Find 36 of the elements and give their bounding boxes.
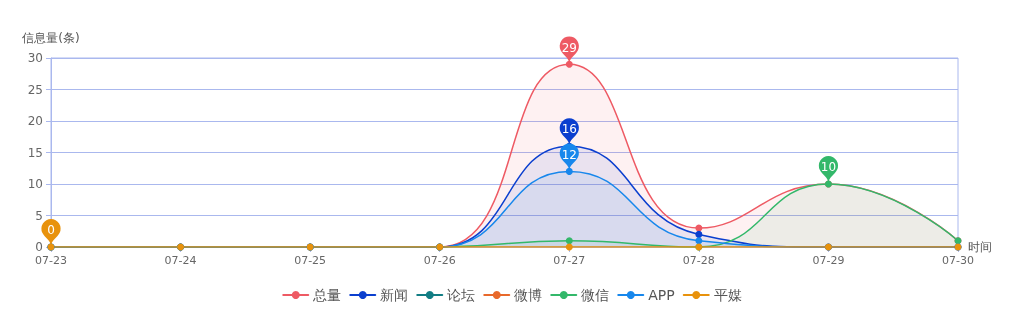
x-tick-label: 07-29 [812,254,845,267]
legend-label: 新闻 [380,287,409,303]
x-axis-title: 时间 [968,240,992,254]
point [565,237,573,245]
legend-label: 平媒 [713,287,742,303]
annotation: 0 [47,223,55,238]
y-tick-label: 25 [27,82,43,97]
y-tick-label: 20 [27,114,43,128]
x-tick-label: 07-28 [682,254,715,267]
point [565,167,573,175]
y-tick-label: 10 [27,177,43,191]
y-tick-label: 5 [35,208,43,223]
x-tick-label: 07-26 [423,254,456,267]
annotation: 12 [561,147,577,162]
point [695,230,703,238]
point [695,224,703,232]
annotation: 29 [561,40,577,55]
point [565,243,573,251]
legend-label: APP [648,287,675,303]
y-tick-label: 30 [27,51,43,65]
legend-label: 论坛 [447,287,476,303]
annotation: 16 [561,122,577,137]
legend-label: 微博 [514,287,543,303]
legend-label: 微信 [581,287,610,303]
legend-label: 总量 [312,287,342,303]
x-tick-label: 07-23 [35,254,67,267]
point [695,237,703,245]
x-tick-label: 07-25 [294,254,327,267]
x-tick-label: 07-24 [164,254,197,267]
point [565,60,573,68]
x-tick-label: 07-27 [553,254,586,267]
y-tick-label: 0 [35,240,43,254]
x-tick-label: 07-30 [942,254,974,267]
y-axis-title: 信息量(条) [22,31,80,45]
y-tick-label: 15 [27,145,43,160]
annotation: 10 [820,160,837,175]
